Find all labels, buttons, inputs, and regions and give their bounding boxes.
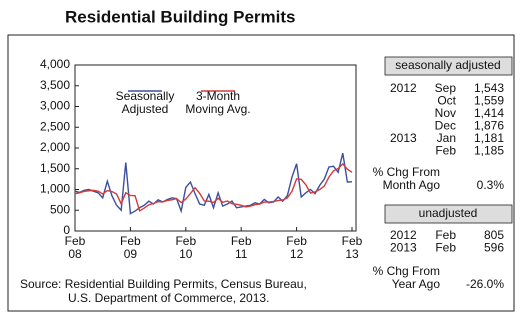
y-tick-label: 4,000 bbox=[40, 57, 70, 71]
table-year: 2013 bbox=[390, 131, 417, 145]
table-value: 1,414 bbox=[474, 106, 504, 120]
y-tick-label: 500 bbox=[50, 202, 70, 216]
table-month: Dec bbox=[435, 119, 456, 133]
table-month: Oct bbox=[437, 94, 456, 108]
change-value: 0.3% bbox=[477, 178, 505, 192]
legend-label: 3-Month Moving Avg. bbox=[185, 89, 250, 116]
table-year: 2012 bbox=[390, 228, 417, 242]
table-value: 596 bbox=[484, 241, 504, 255]
series-line bbox=[74, 152, 353, 215]
table-value: 1,543 bbox=[474, 81, 504, 95]
x-tick-label: Feb 09 bbox=[120, 234, 141, 261]
table-year: 2012 bbox=[390, 81, 417, 95]
table-month: Jan bbox=[437, 131, 456, 145]
y-tick-label: 1,500 bbox=[40, 161, 70, 175]
change-label: Month Ago bbox=[383, 178, 441, 192]
table-month: Feb bbox=[435, 144, 456, 158]
source: Source: Residential Building Permits, Ce… bbox=[20, 277, 307, 291]
table-month: Nov bbox=[435, 106, 456, 120]
table-month: Feb bbox=[435, 241, 456, 255]
table-value: 1,876 bbox=[474, 119, 504, 133]
table-value: 1,185 bbox=[474, 144, 504, 158]
table-month: Sep bbox=[435, 81, 457, 95]
frame bbox=[7, 34, 515, 312]
x-tick-label: Feb 10 bbox=[175, 234, 196, 261]
y-tick-label: 2,000 bbox=[40, 140, 70, 154]
y-tick-label: 1,000 bbox=[40, 182, 70, 196]
change-value: -26.0% bbox=[466, 277, 504, 291]
table-header: seasonally adjusted bbox=[395, 58, 500, 72]
y-tick-label: 2,500 bbox=[40, 119, 70, 133]
header-box bbox=[384, 204, 513, 224]
change-label: Year Ago bbox=[392, 277, 441, 291]
change-label: % Chg From bbox=[373, 264, 440, 278]
x-tick-label: Feb 12 bbox=[286, 234, 307, 261]
table-value: 1,559 bbox=[474, 94, 504, 108]
table-header: unadjusted bbox=[419, 206, 478, 220]
chart-title: Residential Building Permits bbox=[65, 7, 296, 26]
table-value: 805 bbox=[484, 228, 504, 242]
y-tick-label: 0 bbox=[63, 223, 70, 237]
y-tick-label: 3,000 bbox=[40, 99, 70, 113]
y-tick-label: 3,500 bbox=[40, 78, 70, 92]
source: U.S. Department of Commerce, 2013. bbox=[68, 291, 269, 305]
series-line bbox=[74, 162, 353, 212]
table-month: Feb bbox=[435, 228, 456, 242]
x-tick-label: Feb 11 bbox=[231, 234, 252, 261]
header-box bbox=[384, 56, 513, 76]
table-year: 2013 bbox=[390, 241, 417, 255]
x-tick-label: Feb 08 bbox=[65, 234, 86, 261]
table-value: 1,181 bbox=[474, 131, 504, 145]
x-tick-label: Feb 13 bbox=[342, 234, 363, 261]
change-label: % Chg From bbox=[373, 165, 440, 179]
legend-label: Seasonally Adjusted bbox=[116, 89, 175, 116]
